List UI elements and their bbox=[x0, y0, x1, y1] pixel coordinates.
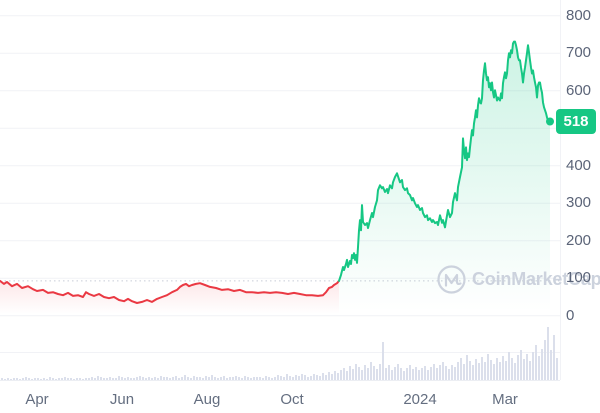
y-axis-label: 300 bbox=[566, 194, 592, 212]
x-axis-label: Apr bbox=[25, 391, 49, 408]
x-axis-label: 2024 bbox=[403, 391, 437, 408]
y-axis-label: 100 bbox=[566, 269, 592, 287]
y-axis-label: 700 bbox=[566, 44, 592, 62]
x-axis-label: Jun bbox=[109, 391, 135, 408]
x-axis-label: Aug bbox=[193, 391, 221, 408]
y-axis-label: 400 bbox=[566, 156, 592, 174]
x-axis-label: Mar bbox=[492, 391, 518, 408]
y-axis-label: 800 bbox=[566, 6, 592, 24]
x-axis-label: Oct bbox=[280, 391, 304, 408]
y-axis-label: 600 bbox=[566, 81, 592, 99]
current-price-badge: 518 bbox=[556, 109, 596, 134]
y-axis-label: 0 bbox=[566, 306, 575, 324]
y-axis-label: 200 bbox=[566, 231, 592, 249]
